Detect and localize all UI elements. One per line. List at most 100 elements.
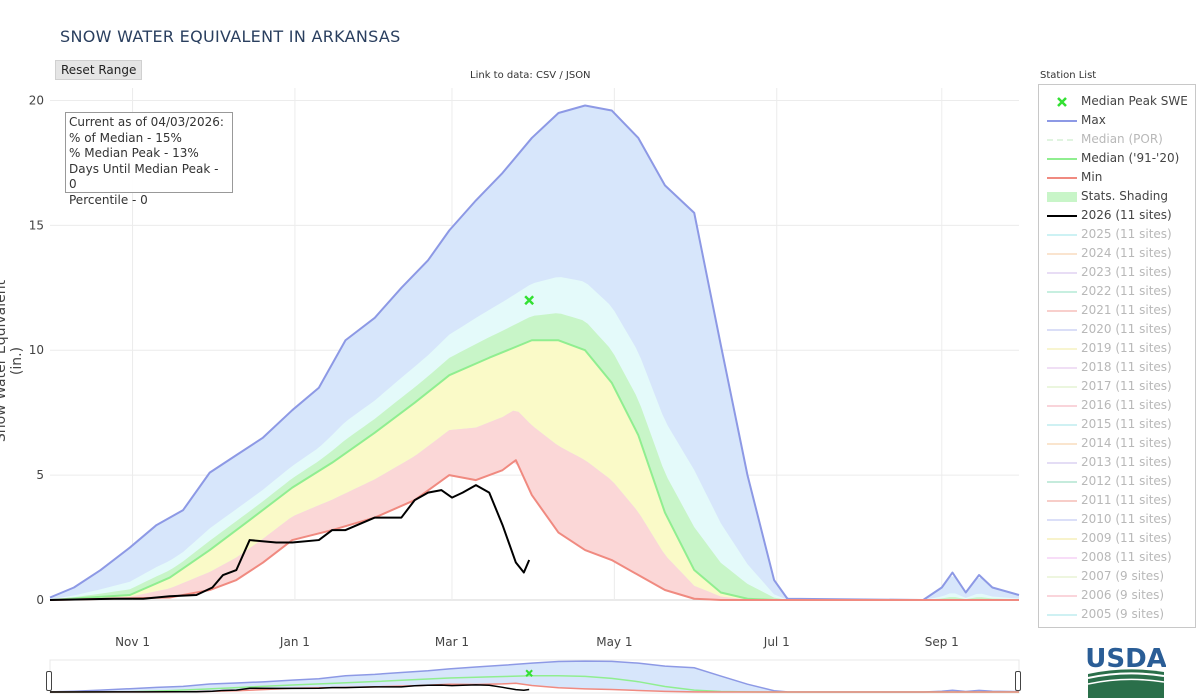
legend-item[interactable]: 2024 (11 sites) (1039, 244, 1195, 263)
legend-item[interactable]: 2026 (11 sites) (1039, 206, 1195, 225)
legend-symbol (1047, 481, 1077, 483)
legend-item[interactable]: Median ('91-'20) (1039, 149, 1195, 168)
legend-item[interactable]: 2025 (11 sites) (1039, 225, 1195, 244)
range-handle-right[interactable] (1015, 671, 1021, 691)
mini-current-line (49, 684, 530, 693)
x-tick-label: Jul 1 (763, 635, 790, 649)
legend-symbol (1047, 519, 1077, 521)
station-list-label[interactable]: Station List (1040, 70, 1097, 81)
legend-symbol (1047, 291, 1077, 293)
legend-item[interactable]: Stats. Shading (1039, 187, 1195, 206)
json-link[interactable]: JSON (565, 70, 591, 81)
legend-item[interactable]: 2019 (11 sites) (1039, 339, 1195, 358)
range-handle-left[interactable] (46, 671, 52, 691)
legend-label: 2023 (11 sites) (1081, 265, 1172, 279)
legend-label: Min (1081, 170, 1103, 184)
legend-symbol (1047, 443, 1077, 445)
median-peak-marker (524, 295, 535, 306)
legend-symbol (1047, 192, 1077, 202)
link-separator: / (559, 70, 563, 81)
legend-label: 2017 (11 sites) (1081, 379, 1172, 393)
csv-link[interactable]: CSV (535, 70, 557, 81)
legend: Median Peak SWE Max Median (POR) Median ('9… (1038, 84, 1196, 628)
legend-fill-swatch (1047, 192, 1077, 202)
legend-label: 2006 (9 sites) (1081, 588, 1165, 602)
mini-peak-marker (525, 669, 533, 677)
legend-item[interactable]: 2017 (11 sites) (1039, 377, 1195, 396)
legend-symbol (1057, 97, 1067, 107)
legend-item[interactable]: 2022 (11 sites) (1039, 282, 1195, 301)
legend-label: 2012 (11 sites) (1081, 474, 1172, 488)
legend-label: 2009 (11 sites) (1081, 531, 1172, 545)
legend-symbol (1047, 215, 1077, 217)
legend-symbol (1047, 272, 1077, 274)
legend-x-marker (1057, 97, 1067, 107)
legend-item[interactable]: 2015 (11 sites) (1039, 415, 1195, 434)
legend-item[interactable]: 2008 (11 sites) (1039, 548, 1195, 567)
max-line (49, 104, 1020, 601)
lower-mid-shading (50, 340, 1019, 600)
info-pct-median-peak: % Median Peak - 13% (69, 146, 199, 160)
legend-symbol (1047, 348, 1077, 350)
legend-item[interactable]: Max (1039, 111, 1195, 130)
legend-symbol (1047, 367, 1077, 369)
range-slider[interactable] (49, 659, 1020, 694)
legend-item[interactable]: Min (1039, 168, 1195, 187)
legend-label: Median (POR) (1081, 132, 1163, 146)
legend-symbol (1047, 310, 1077, 312)
data-links: Link to data: CSV / JSON (470, 70, 591, 81)
legend-item[interactable]: Median (POR) (1039, 130, 1195, 149)
legend-item[interactable]: 2013 (11 sites) (1039, 453, 1195, 472)
legend-label: 2015 (11 sites) (1081, 417, 1172, 431)
mini-min-line (49, 682, 1019, 693)
chart-lines (49, 104, 1020, 601)
legend-symbol (1047, 158, 1077, 160)
legend-item[interactable]: 2014 (11 sites) (1039, 434, 1195, 453)
legend-symbol (1047, 595, 1077, 597)
legend-symbol (1047, 576, 1077, 578)
legend-symbol (1047, 253, 1077, 255)
reset-range-button[interactable]: Reset Range (55, 60, 143, 80)
legend-item[interactable]: 2016 (11 sites) (1039, 396, 1195, 415)
legend-item[interactable]: Median Peak SWE (1039, 92, 1195, 111)
current-status-box: Current as of 04/03/2026: % of Median - … (65, 112, 233, 207)
legend-item[interactable]: 2020 (11 sites) (1039, 320, 1195, 339)
min-line (49, 459, 1019, 601)
legend-item[interactable]: 2012 (11 sites) (1039, 472, 1195, 491)
median-line (49, 339, 1019, 601)
legend-item[interactable]: 2007 (9 sites) (1039, 567, 1195, 586)
legend-item[interactable]: 2005 (9 sites) (1039, 605, 1195, 624)
legend-label: 2018 (11 sites) (1081, 360, 1172, 374)
legend-item[interactable]: 2021 (11 sites) (1039, 301, 1195, 320)
legend-item[interactable]: 2023 (11 sites) (1039, 263, 1195, 282)
legend-label: 2020 (11 sites) (1081, 322, 1172, 336)
axis-ticks: 0 5 10 15 20 Nov 1 Jan 1 Mar 1 May 1 Jul 1 Sep 1 (29, 93, 959, 649)
legend-symbol (1047, 139, 1077, 141)
legend-item[interactable]: 2011 (11 sites) (1039, 491, 1195, 510)
legend-label: 2022 (11 sites) (1081, 284, 1172, 298)
legend-label: 2013 (11 sites) (1081, 455, 1172, 469)
legend-item[interactable]: 2006 (9 sites) (1039, 586, 1195, 605)
stat-shading (50, 105, 1019, 601)
legend-symbol (1047, 614, 1077, 616)
info-pct-median: % of Median - 15% (69, 130, 182, 145)
legend-label: 2025 (11 sites) (1081, 227, 1172, 241)
legend-label: 2014 (11 sites) (1081, 436, 1172, 450)
legend-symbol (1047, 424, 1077, 426)
legend-label: 2008 (11 sites) (1081, 550, 1172, 564)
y-axis-label: Snow Water Equivalent (in.) (0, 279, 25, 443)
legend-symbol (1047, 557, 1077, 559)
legend-item[interactable]: 2010 (11 sites) (1039, 510, 1195, 529)
y-tick-label: 0 (36, 593, 44, 607)
legend-item[interactable]: 2009 (11 sites) (1039, 529, 1195, 548)
legend-symbol (1047, 538, 1077, 540)
legend-label: 2021 (11 sites) (1081, 303, 1172, 317)
usda-logo: USDA (1086, 644, 1166, 698)
info-days-until-peak: Days Until Median Peak - 0 (69, 161, 219, 192)
legend-label: 2026 (11 sites) (1081, 208, 1172, 222)
legend-symbol (1047, 405, 1077, 407)
legend-item[interactable]: 2018 (11 sites) (1039, 358, 1195, 377)
legend-label: 2010 (11 sites) (1081, 512, 1172, 526)
data-links-prefix: Link to data: (470, 70, 533, 81)
